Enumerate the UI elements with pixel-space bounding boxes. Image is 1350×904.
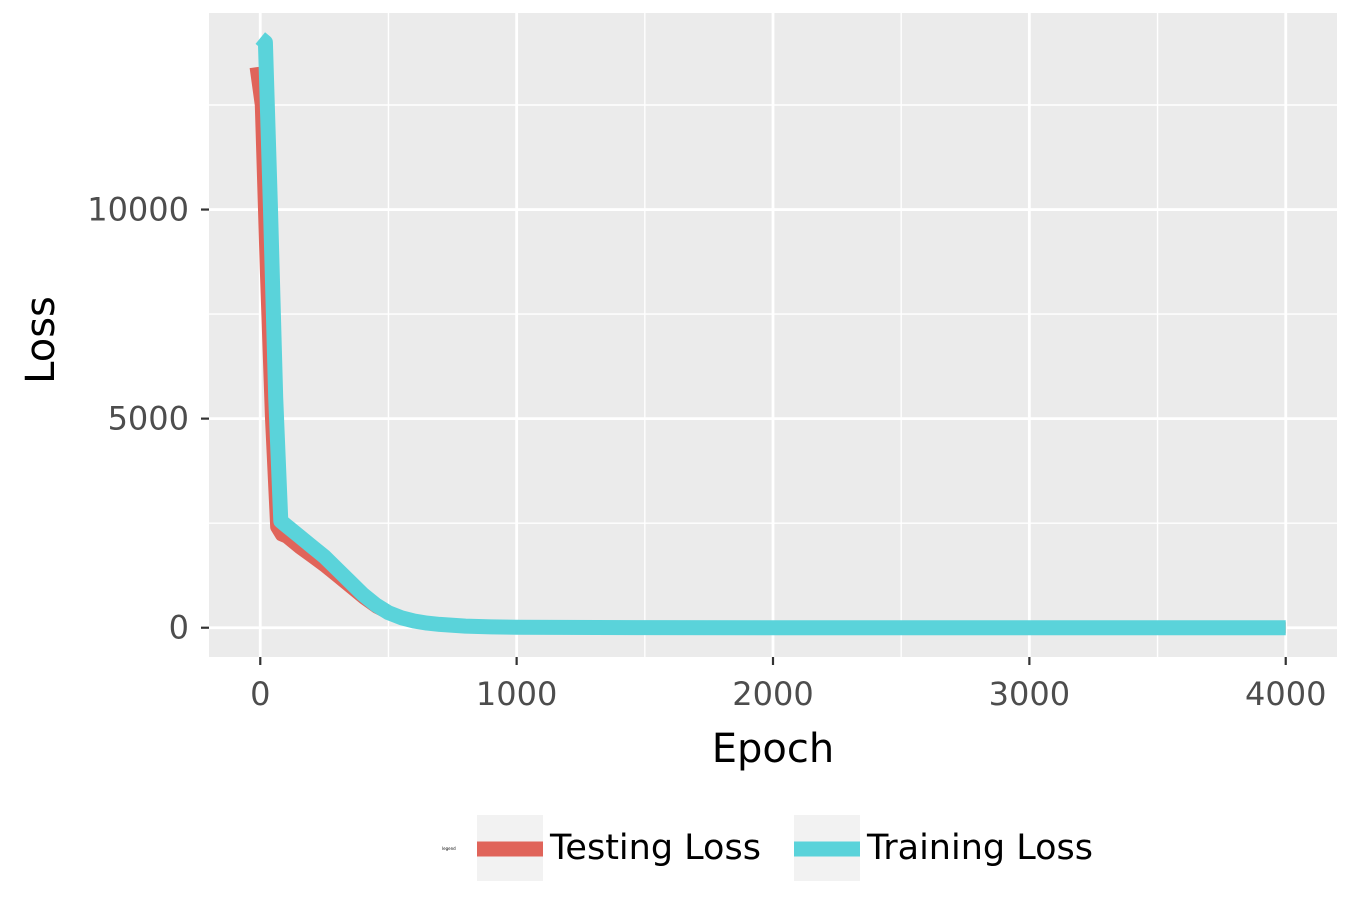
x-tick-label: 1000	[476, 675, 557, 713]
series-layer	[249, 32, 1286, 636]
legend: legend Testing Loss Training Loss	[442, 815, 1093, 881]
x-tick-label: 4000	[1245, 675, 1326, 713]
legend-item-training-loss: Training Loss	[794, 815, 1093, 881]
y-tick-label: 5000	[108, 400, 189, 438]
legend-title: legend	[442, 846, 456, 851]
legend-item-testing-loss: Testing Loss	[477, 815, 761, 881]
x-axis-label: Epoch	[712, 726, 834, 772]
x-tick-label: 0	[250, 675, 270, 713]
x-axis: 0 1000 2000 3000 4000	[250, 657, 1326, 713]
x-tick-label: 3000	[989, 675, 1070, 713]
legend-label-testing-loss: Testing Loss	[549, 828, 761, 868]
x-tick-label: 2000	[732, 675, 813, 713]
y-tick-label: 0	[169, 609, 189, 647]
y-axis-label: Loss	[18, 296, 64, 384]
series-line-training-loss	[255, 32, 1286, 636]
legend-label-training-loss: Training Loss	[866, 828, 1093, 868]
y-axis: 0 5000 10000	[87, 191, 209, 647]
y-tick-label: 10000	[87, 191, 189, 229]
